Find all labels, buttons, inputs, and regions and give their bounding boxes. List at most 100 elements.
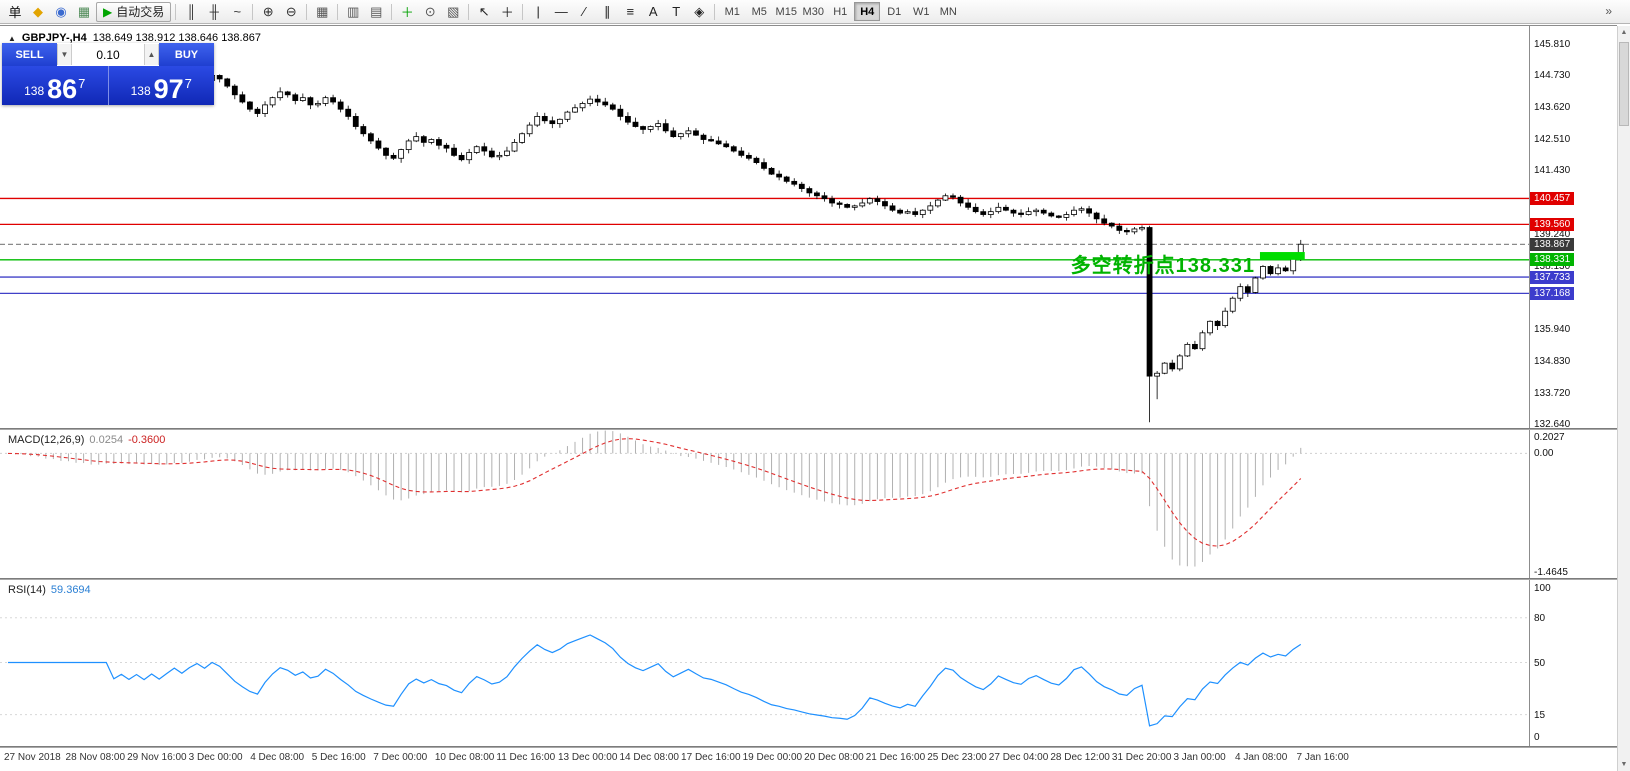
text-label-icon-glyph: T — [672, 4, 681, 19]
panel-separator-macd[interactable] — [0, 428, 1617, 430]
scrollbar-thumb[interactable] — [1619, 42, 1629, 126]
market-watch-icon-glyph: ◆ — [33, 3, 43, 19]
arrows-icon-glyph: ◈ — [694, 3, 705, 19]
zoom-in-icon-glyph: ⊕ — [262, 3, 274, 19]
text-icon[interactable]: A — [642, 2, 664, 22]
timeframe-w1[interactable]: W1 — [913, 5, 930, 18]
bid-big-digits: 86 — [47, 74, 78, 104]
arrange-windows-icon[interactable]: ▥ — [342, 2, 364, 22]
one-click-trading-panel: SELL ▼ ▲ BUY 138 86 7 138 97 7 — [2, 43, 214, 105]
timeframe-m30[interactable]: M30 — [802, 5, 824, 18]
macd-canvas[interactable] — [0, 430, 1529, 578]
x-axis-tick: 3 Jan 00:00 — [1173, 752, 1226, 763]
turning-point-annotation[interactable]: 多空转折点138.331 — [1070, 255, 1255, 277]
crosshair-icon[interactable]: ＋ — [496, 2, 518, 22]
x-axis-tick: 29 Nov 16:00 — [127, 752, 187, 763]
rsi-indicator-panel[interactable]: RSI(14) 59.3694 — [0, 580, 1529, 746]
macd-axis-tick: 0.00 — [1534, 448, 1554, 460]
volume-input[interactable] — [72, 47, 144, 62]
rsi-canvas[interactable] — [0, 580, 1529, 746]
price-chart-canvas[interactable] — [0, 26, 1529, 428]
volume-decrease-icon[interactable]: ▼ — [57, 44, 72, 65]
timeframe-h1[interactable]: H1 — [833, 5, 848, 18]
equidistant-channel-icon[interactable]: ∥ — [596, 2, 618, 22]
bar-chart-icon[interactable]: ║ — [180, 2, 202, 22]
x-axis-tick: 3 Dec 00:00 — [188, 752, 243, 763]
ask-price-button[interactable]: 138 97 7 — [109, 66, 215, 105]
candlestick-chart-icon[interactable]: ╫ — [203, 2, 225, 22]
buy-button[interactable]: BUY — [159, 43, 214, 66]
navigator-icon[interactable]: ▦ — [73, 2, 95, 22]
horizontal-line-icon[interactable]: — — [550, 2, 572, 22]
cascade-windows-icon[interactable]: ▤ — [365, 2, 387, 22]
x-axis-tick: 27 Dec 04:00 — [988, 752, 1049, 763]
y-axis-tick: 134.830 — [1534, 355, 1571, 367]
toolbar-separator — [468, 3, 470, 20]
period-icon[interactable]: ⊙ — [419, 2, 441, 22]
navigator-icon-glyph: ▦ — [77, 3, 91, 19]
line-chart-icon[interactable]: ~ — [226, 2, 248, 22]
price-badge-resistance-lower: 139.560 — [1530, 217, 1575, 231]
fibonacci-icon[interactable]: ≡ — [619, 2, 641, 22]
toolbar-separator — [175, 3, 177, 20]
toolbar-separator — [306, 3, 308, 20]
data-window-icon[interactable]: ◉ — [50, 2, 72, 22]
crosshair-icon-glyph: ＋ — [500, 5, 514, 20]
macd-main-value: 0.0254 — [89, 434, 124, 446]
text-label-icon[interactable]: T — [665, 2, 687, 22]
price-badge-current-price: 138.867 — [1530, 237, 1575, 251]
volume-increase-icon[interactable]: ▲ — [144, 44, 159, 65]
toolbar-overflow-icon[interactable]: » — [1605, 4, 1612, 18]
toolbar-separator — [337, 3, 339, 20]
vertical-scrollbar[interactable]: ▲ ▼ — [1617, 26, 1630, 771]
macd-indicator-panel[interactable]: MACD(12,26,9) 0.0254 -0.3600 — [0, 430, 1529, 578]
timeframe-d1[interactable]: D1 — [887, 5, 902, 18]
panel-separator-timeaxis[interactable] — [0, 746, 1617, 748]
timeframe-m5[interactable]: M5 — [751, 5, 767, 18]
tile-windows-icon[interactable]: ▦ — [311, 2, 333, 22]
auto-trading-button[interactable]: ▶ 自动交易 — [96, 1, 172, 22]
toolbar-separator — [391, 3, 393, 20]
x-axis-tick: 20 Dec 08:00 — [804, 752, 864, 763]
timeframe-h4[interactable]: H4 — [854, 2, 881, 21]
time-axis[interactable]: 27 Nov 2018 28 Nov 08:00 29 Nov 16:00 3 Dec… — [0, 748, 1617, 771]
trendline-icon-glyph: ∕ — [583, 4, 586, 19]
templates-icon[interactable]: ▧ — [442, 2, 464, 22]
cursor-icon[interactable]: ↖ — [473, 2, 495, 22]
panel-separator-rsi[interactable] — [0, 578, 1617, 580]
templates-icon-glyph: ▧ — [447, 3, 460, 19]
toolbar-separator — [714, 3, 716, 20]
turning-point-highlight[interactable] — [1259, 252, 1305, 260]
rsi-axis-tick: 0 — [1534, 732, 1540, 743]
x-axis-tick: 7 Dec 00:00 — [373, 752, 428, 763]
market-watch-icon[interactable]: ◆ — [27, 2, 49, 22]
sell-button[interactable]: SELL — [2, 43, 57, 66]
chart-collapse-icon[interactable]: ▲ — [8, 33, 16, 43]
vertical-line-icon[interactable]: | — [527, 2, 549, 22]
bid-price-button[interactable]: 138 86 7 — [2, 66, 109, 105]
new-chart-icon[interactable]: ＋ — [396, 2, 418, 22]
timeframe-m1[interactable]: M1 — [724, 5, 740, 18]
data-window-icon-glyph: ◉ — [55, 3, 67, 19]
equidistant-channel-icon-glyph: ∥ — [604, 3, 611, 19]
trendline-icon[interactable]: ∕ — [573, 2, 595, 22]
scroll-up-icon[interactable]: ▲ — [1620, 29, 1628, 36]
ohlc-values: 138.649 138.912 138.646 138.867 — [92, 32, 261, 44]
y-axis-tick: 139.240 — [1534, 228, 1571, 240]
new-order-button[interactable]: 单 — [4, 2, 26, 22]
macd-signal-line — [7, 438, 1302, 547]
toolbar-separator — [522, 3, 524, 20]
x-axis-tick: 28 Dec 12:00 — [1050, 752, 1110, 763]
timeframe-mn[interactable]: MN — [939, 5, 957, 18]
price-chart-panel[interactable]: ▲ GBPJPY-,H4 138.649 138.912 138.646 138… — [0, 26, 1529, 428]
ask-big-digits: 97 — [153, 74, 184, 104]
zoom-out-icon[interactable]: ⊖ — [280, 2, 302, 22]
timeframe-m15[interactable]: M15 — [775, 5, 797, 18]
x-axis-tick: 4 Jan 08:00 — [1235, 752, 1288, 763]
arrows-icon[interactable]: ◈ — [688, 2, 710, 22]
zoom-in-icon[interactable]: ⊕ — [257, 2, 279, 22]
right-axis-column[interactable]: 145.810 144.730 143.620 142.510 141.430 139.2… — [1529, 26, 1617, 748]
main-toolbar: 单 ◆ ◉ ▦ ▶ 自动交易 ║ ╫ ~ ⊕ ⊖ ▦ ▥ ▤ ＋ ⊙ ▧ ↖ ＋ | — ∕ ∥ ≡ A T ◈ M1 M5 M15 M30… — [0, 0, 1630, 24]
scroll-down-icon[interactable]: ▼ — [1620, 761, 1628, 768]
new-chart-icon-glyph: ＋ — [400, 5, 414, 20]
